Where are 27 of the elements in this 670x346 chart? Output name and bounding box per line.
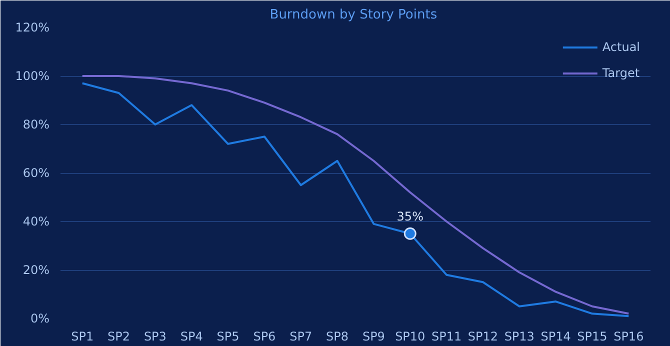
annotation: 35% — [396, 210, 424, 224]
y-tick-label: 40% — [22, 214, 50, 228]
x-tick-label: SP14 — [540, 330, 571, 344]
chart-title: Burndown by Story Points — [270, 8, 438, 22]
x-tick-label: SP16 — [614, 330, 644, 344]
legend-label: Actual — [602, 40, 640, 54]
x-tick-label: SP11 — [431, 330, 462, 344]
x-tick-label: SP6 — [253, 330, 276, 344]
y-tick-label: 80% — [22, 118, 50, 132]
x-tick-label: SP1 — [71, 330, 94, 344]
y-tick-label: 100% — [15, 69, 50, 83]
legend-label: Target — [602, 66, 640, 80]
x-tick-label: SP4 — [180, 330, 203, 344]
x-tick-label: SP9 — [362, 330, 385, 344]
x-tick-label: SP8 — [326, 330, 349, 344]
y-tick-label: 0% — [30, 312, 50, 326]
y-tick-label: 20% — [22, 263, 50, 277]
x-tick-label: SP3 — [144, 330, 166, 344]
y-tick-label: 60% — [22, 166, 50, 180]
x-tick-label: SP10 — [395, 330, 426, 344]
x-tick-label: SP12 — [468, 330, 498, 344]
x-tick-label: SP7 — [290, 330, 312, 344]
x-tick-label: SP2 — [108, 330, 130, 344]
x-tick-label: SP13 — [504, 330, 534, 344]
x-tick-label: SP15 — [577, 330, 608, 344]
x-tick-label: SP5 — [216, 330, 240, 344]
y-tick-label: 120% — [15, 20, 50, 34]
